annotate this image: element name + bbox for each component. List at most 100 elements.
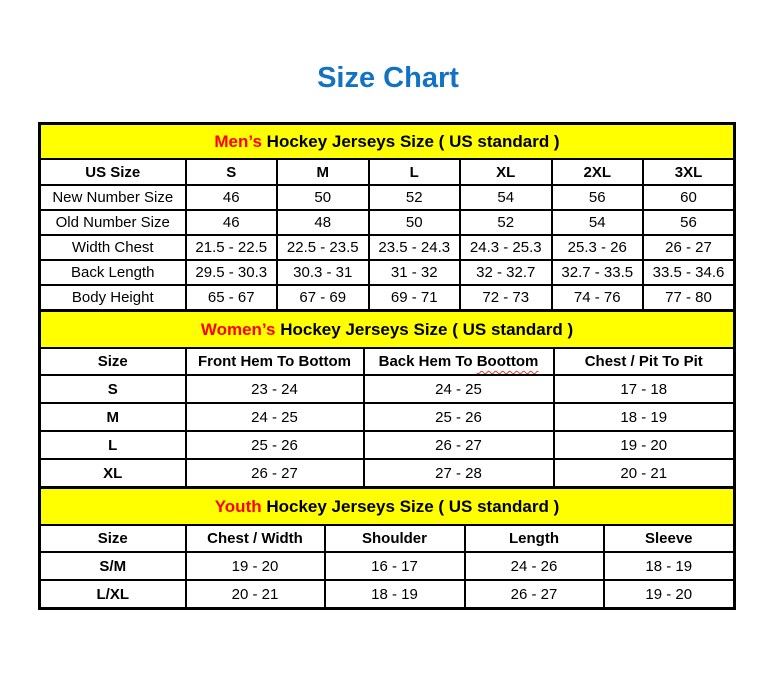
table-row: Width Chest 21.5 - 22.5 22.5 - 23.5 23.5… [38, 234, 736, 261]
cell-value: 17 - 18 [552, 374, 736, 404]
womens-title-text: Hockey Jerseys Size ( US standard ) [280, 319, 574, 339]
column-header: S [184, 158, 278, 186]
table-row: Body Height 65 - 67 67 - 69 69 - 71 72 -… [38, 284, 736, 312]
cell-value: 19 - 20 [602, 579, 736, 610]
column-header: Shoulder [323, 524, 466, 553]
cell-value: 19 - 20 [552, 430, 736, 460]
column-header: US Size [38, 158, 187, 186]
mens-size-table: Men’s Hockey Jerseys Size ( US standard … [38, 122, 736, 312]
table-row: S/M 19 - 20 16 - 17 24 - 26 18 - 19 [38, 551, 736, 581]
cell-value: 24 - 25 [362, 374, 555, 404]
row-label: S [38, 374, 187, 404]
column-header: XL [459, 158, 553, 186]
cell-value: 20 - 21 [184, 579, 326, 610]
page-title: Size Chart [317, 62, 459, 94]
cell-value: 32.7 - 33.5 [550, 259, 644, 286]
misspelled-word: Boottom [476, 353, 539, 370]
column-header: Back Hem To Boottom [362, 347, 555, 376]
cell-value: 50 [276, 184, 370, 211]
youth-title-text: Hockey Jerseys Size ( US standard ) [266, 496, 560, 516]
size-chart-tables: Men’s Hockey Jerseys Size ( US standard … [38, 122, 736, 610]
youth-section-header: Youth Hockey Jerseys Size ( US standard … [38, 486, 736, 526]
cell-value: 77 - 80 [642, 284, 736, 312]
cell-value: 25 - 26 [362, 402, 555, 432]
cell-value: 50 [367, 209, 461, 236]
cell-value: 20 - 21 [552, 458, 736, 489]
row-label: Width Chest [38, 234, 187, 261]
table-row: S 23 - 24 24 - 25 17 - 18 [38, 374, 736, 404]
cell-value: 24 - 25 [184, 402, 365, 432]
youth-column-header-row: Size Chest / Width Shoulder Length Sleev… [38, 524, 736, 553]
cell-value: 31 - 32 [367, 259, 461, 286]
column-header: Chest / Width [184, 524, 326, 553]
cell-value: 32 - 32.7 [459, 259, 553, 286]
cell-value: 26 - 27 [642, 234, 736, 261]
column-header: Size [38, 347, 187, 376]
cell-value: 22.5 - 23.5 [276, 234, 370, 261]
cell-value: 52 [367, 184, 461, 211]
cell-value: 74 - 76 [550, 284, 644, 312]
cell-value: 25.3 - 26 [550, 234, 644, 261]
row-label: M [38, 402, 187, 432]
column-header: 2XL [550, 158, 644, 186]
cell-value: 26 - 27 [362, 430, 555, 460]
cell-value: 26 - 27 [463, 579, 605, 610]
row-label: Old Number Size [38, 209, 187, 236]
column-header: Chest / Pit To Pit [552, 347, 736, 376]
cell-value: 56 [642, 209, 736, 236]
row-label: Body Height [38, 284, 187, 312]
cell-value: 29.5 - 30.3 [184, 259, 278, 286]
column-header-text: Back Hem To [378, 353, 473, 370]
cell-value: 54 [550, 209, 644, 236]
cell-value: 23 - 24 [184, 374, 365, 404]
cell-value: 19 - 20 [184, 551, 326, 581]
mens-label: Men’s [214, 131, 262, 151]
column-header: Size [38, 524, 187, 553]
womens-section-header: Women’s Hockey Jerseys Size ( US standar… [38, 309, 736, 349]
cell-value: 48 [276, 209, 370, 236]
cell-value: 69 - 71 [367, 284, 461, 312]
youth-label: Youth [214, 496, 262, 516]
youth-size-table: Youth Hockey Jerseys Size ( US standard … [38, 486, 736, 610]
cell-value: 24.3 - 25.3 [459, 234, 553, 261]
row-label: L/XL [38, 579, 187, 610]
cell-value: 54 [459, 184, 553, 211]
column-header: Sleeve [602, 524, 736, 553]
cell-value: 25 - 26 [184, 430, 365, 460]
row-label: L [38, 430, 187, 460]
cell-value: 18 - 19 [552, 402, 736, 432]
cell-value: 60 [642, 184, 736, 211]
cell-value: 26 - 27 [184, 458, 365, 489]
cell-value: 16 - 17 [323, 551, 466, 581]
cell-value: 18 - 19 [323, 579, 466, 610]
column-header: 3XL [642, 158, 736, 186]
table-row: Old Number Size 46 48 50 52 54 56 [38, 209, 736, 236]
row-label: New Number Size [38, 184, 187, 211]
cell-value: 52 [459, 209, 553, 236]
womens-section-title: Women’s Hockey Jerseys Size ( US standar… [38, 309, 736, 349]
mens-section-title: Men’s Hockey Jerseys Size ( US standard … [38, 122, 736, 160]
cell-value: 23.5 - 24.3 [367, 234, 461, 261]
cell-value: 27 - 28 [362, 458, 555, 489]
womens-label: Women’s [200, 319, 276, 339]
table-row: XL 26 - 27 27 - 28 20 - 21 [38, 458, 736, 489]
mens-title-text: Hockey Jerseys Size ( US standard ) [266, 131, 560, 151]
cell-value: 46 [184, 209, 278, 236]
cell-value: 67 - 69 [276, 284, 370, 312]
column-header: Length [463, 524, 605, 553]
womens-column-header-row: Size Front Hem To Bottom Back Hem To Boo… [38, 347, 736, 376]
youth-section-title: Youth Hockey Jerseys Size ( US standard … [38, 486, 736, 526]
mens-column-header-row: US Size S M L XL 2XL 3XL [38, 158, 736, 186]
column-header: Front Hem To Bottom [184, 347, 365, 376]
cell-value: 24 - 26 [463, 551, 605, 581]
row-label: Back Length [38, 259, 187, 286]
cell-value: 21.5 - 22.5 [184, 234, 278, 261]
column-header: M [276, 158, 370, 186]
mens-section-header: Men’s Hockey Jerseys Size ( US standard … [38, 122, 736, 160]
row-label: S/M [38, 551, 187, 581]
cell-value: 33.5 - 34.6 [642, 259, 736, 286]
table-row: L 25 - 26 26 - 27 19 - 20 [38, 430, 736, 460]
cell-value: 18 - 19 [602, 551, 736, 581]
table-row: New Number Size 46 50 52 54 56 60 [38, 184, 736, 211]
